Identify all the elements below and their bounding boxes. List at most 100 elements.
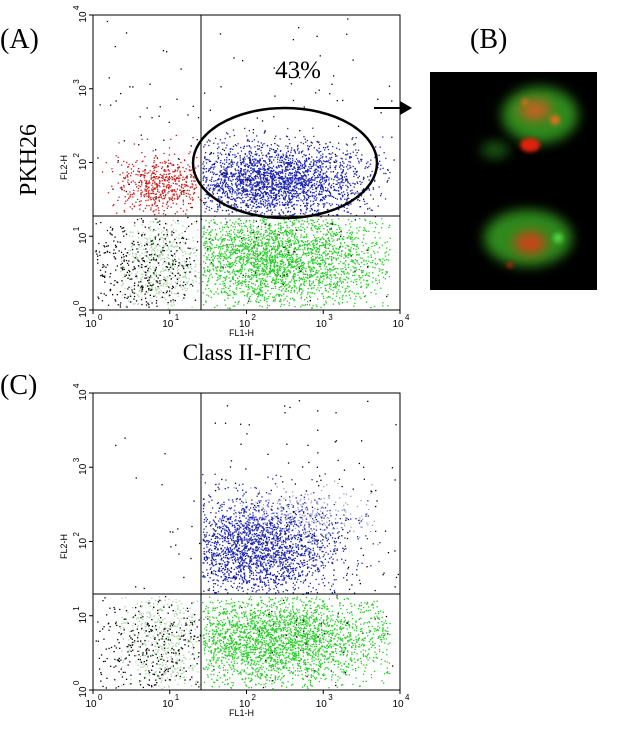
dot [231,173,233,175]
dot [293,190,295,192]
dot [341,187,343,189]
dot [305,202,308,204]
dot [296,236,298,238]
dot [294,246,296,249]
dot [300,179,302,181]
dot [273,270,275,272]
dot [173,194,175,196]
dot [319,184,321,186]
dot [157,184,159,186]
dot [352,281,355,283]
dot [293,186,296,188]
dot [310,284,312,287]
dot [215,266,217,268]
dot [216,203,218,206]
dot [303,282,305,284]
dot [275,181,277,183]
dot [378,247,381,249]
dot [296,149,299,151]
dot [242,158,244,160]
dot [225,278,227,280]
dot [237,161,239,163]
dot [259,167,261,169]
dot [342,294,344,296]
dot [225,132,228,134]
dot [207,184,210,186]
dot [287,165,289,167]
dot [245,184,247,187]
dot [293,203,296,206]
dot [244,244,246,246]
dot [388,177,390,179]
dot [144,190,146,192]
dot [228,271,230,273]
dot [262,204,265,206]
dot [158,200,161,202]
dot [191,174,193,177]
dot [212,187,214,189]
dot [325,234,327,236]
dot [321,282,323,284]
dot [219,188,221,191]
dot [293,281,295,283]
dot [288,198,290,200]
dot [306,241,308,243]
dot [247,140,249,142]
dot [168,176,170,179]
dot [172,182,174,184]
dot [368,275,371,277]
dot [269,204,271,206]
dot [252,245,254,247]
dot [222,283,224,285]
dot [152,180,154,182]
dot [202,233,205,235]
dot [325,195,327,198]
dot [294,189,297,192]
dot [323,265,325,267]
dot [279,245,281,248]
dot [252,177,254,179]
dot [288,263,291,265]
dot [223,192,226,195]
dot [223,179,226,181]
dot [255,270,257,272]
dot [217,190,219,192]
dot [295,180,297,182]
dot [256,237,259,239]
dot [299,178,301,180]
dot [209,189,211,191]
dot [302,167,305,169]
dot [253,219,255,221]
dot [325,165,327,168]
dot [281,280,283,282]
dot [295,170,297,172]
dot [317,176,319,178]
dot [314,259,316,261]
dot [246,155,248,157]
dot [312,159,315,161]
dot [321,157,323,159]
dot [205,207,207,210]
dot [337,172,339,174]
dot [298,182,300,184]
dot [314,160,317,162]
dot [319,171,322,173]
dot [231,176,233,178]
dot [279,185,281,188]
dot [322,188,324,190]
dot [287,184,289,186]
dot [349,249,351,251]
dot [238,218,241,220]
dot [240,167,242,170]
dot [240,257,243,259]
dot [343,182,345,184]
dot [245,190,247,192]
dot [241,265,243,267]
dot [332,303,334,305]
dot [365,287,368,289]
dot [248,166,250,168]
dot [257,170,259,173]
dot [329,162,331,164]
dot [340,187,342,189]
dot [223,291,225,293]
